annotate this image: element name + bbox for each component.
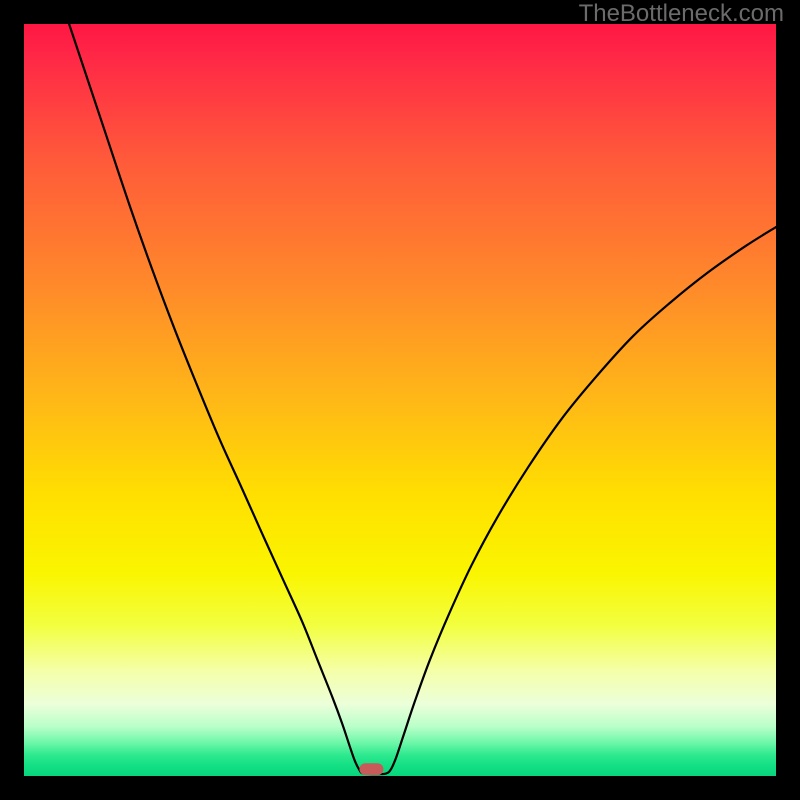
chart-frame: TheBottleneck.com <box>0 0 800 800</box>
watermark-text: TheBottleneck.com <box>579 0 784 28</box>
optimum-marker <box>359 763 383 775</box>
bottleneck-curve <box>69 24 776 774</box>
chart-plot-area <box>24 24 776 776</box>
chart-svg-layer <box>24 24 776 776</box>
